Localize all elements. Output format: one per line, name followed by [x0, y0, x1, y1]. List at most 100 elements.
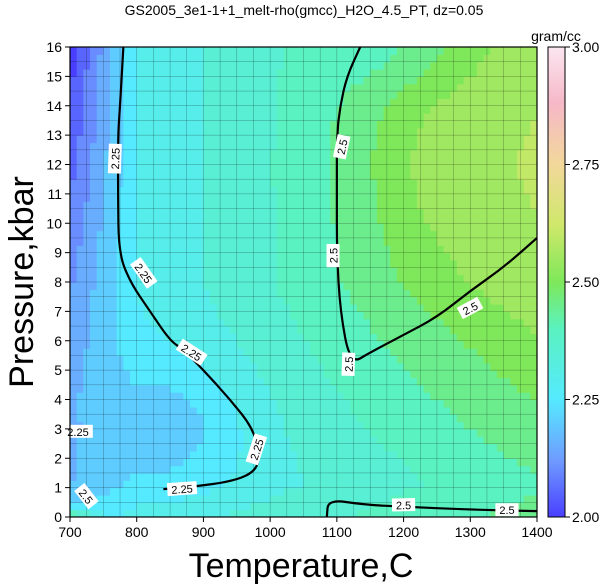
field-cell [136, 149, 144, 158]
field-cell [450, 472, 458, 481]
contour-label-box [129, 257, 158, 289]
field-cell [230, 340, 238, 349]
field-cell [503, 458, 511, 467]
field-cell [416, 120, 425, 129]
field-cell [376, 113, 385, 122]
field-cell [396, 245, 405, 254]
field-cell [316, 406, 325, 415]
field-cell [130, 135, 138, 144]
field-cell [83, 245, 91, 254]
field-cell [436, 333, 445, 342]
field-cell [310, 326, 318, 335]
field-cell [223, 274, 231, 283]
field-cell [336, 406, 345, 415]
field-cell [530, 230, 537, 239]
field-cell [270, 215, 278, 224]
field-cell [290, 436, 298, 445]
field-cell [523, 47, 531, 55]
field-cell [490, 465, 498, 474]
field-cell [383, 348, 391, 357]
field-cell [423, 472, 431, 481]
field-cell [256, 135, 265, 144]
field-cell [223, 164, 231, 173]
field-cell [163, 318, 171, 327]
field-cell [163, 201, 171, 210]
field-cell [423, 509, 431, 517]
field-cell [443, 502, 451, 511]
field-cell [356, 120, 365, 129]
field-cell [96, 480, 104, 489]
field-cell [236, 230, 245, 239]
field-cell [496, 428, 505, 437]
field-cell [243, 326, 251, 335]
field-cell [336, 399, 345, 408]
field-cell [143, 406, 151, 415]
field-cell [170, 267, 178, 276]
field-cell [150, 318, 158, 327]
field-cell [196, 326, 205, 335]
field-cell [496, 83, 505, 92]
field-cell [276, 392, 285, 401]
field-cell [496, 458, 505, 467]
field-cell [516, 450, 525, 459]
field-cell [136, 215, 144, 224]
field-cell [296, 149, 305, 158]
field-cell [296, 179, 305, 188]
field-cell [310, 98, 318, 107]
field-cell [443, 355, 451, 364]
field-cell [416, 237, 425, 246]
field-cell [490, 311, 498, 320]
field-cell [236, 421, 245, 430]
field-cell [196, 370, 205, 379]
field-cell [490, 61, 498, 70]
field-cell [256, 76, 265, 85]
field-cell [70, 259, 78, 268]
field-cell [236, 142, 245, 151]
field-cell [96, 333, 104, 342]
field-cell [236, 47, 245, 55]
field-cell [363, 333, 371, 342]
field-cell [463, 267, 471, 276]
field-cell [450, 326, 458, 335]
field-cell [483, 47, 491, 55]
field-cell [316, 83, 325, 92]
field-cell [183, 289, 191, 298]
field-cell [183, 370, 191, 379]
field-cell [463, 450, 471, 459]
field-cell [363, 458, 371, 467]
field-cell [110, 83, 118, 92]
field-cell [330, 289, 338, 298]
field-cell [330, 458, 338, 467]
field-cell [263, 377, 271, 386]
field-cell [163, 472, 171, 481]
field-cell [183, 259, 191, 268]
field-cell [356, 384, 365, 393]
field-cell [316, 164, 325, 173]
field-cell [496, 304, 505, 312]
field-cell [316, 223, 325, 232]
field-cell [310, 487, 318, 496]
field-cell [443, 414, 451, 423]
field-cell [290, 83, 298, 92]
field-cell [396, 472, 405, 481]
field-cell [350, 186, 358, 195]
field-cell [343, 259, 351, 268]
field-cell [383, 223, 391, 232]
field-cell [363, 208, 371, 217]
field-cell [203, 340, 211, 349]
field-cell [110, 171, 118, 180]
field-cell [256, 120, 265, 129]
field-cell [76, 91, 84, 100]
field-cell [150, 392, 158, 401]
field-cell [290, 252, 298, 261]
field-cell [216, 230, 225, 239]
field-cell [123, 421, 131, 430]
field-cell [376, 450, 385, 459]
field-cell [190, 289, 198, 298]
y-tick-label: 9 [54, 245, 62, 261]
field-cell [496, 421, 505, 430]
field-cell [310, 76, 318, 85]
field-cell [176, 164, 185, 173]
field-cell [176, 502, 185, 511]
field-cell [256, 274, 265, 283]
